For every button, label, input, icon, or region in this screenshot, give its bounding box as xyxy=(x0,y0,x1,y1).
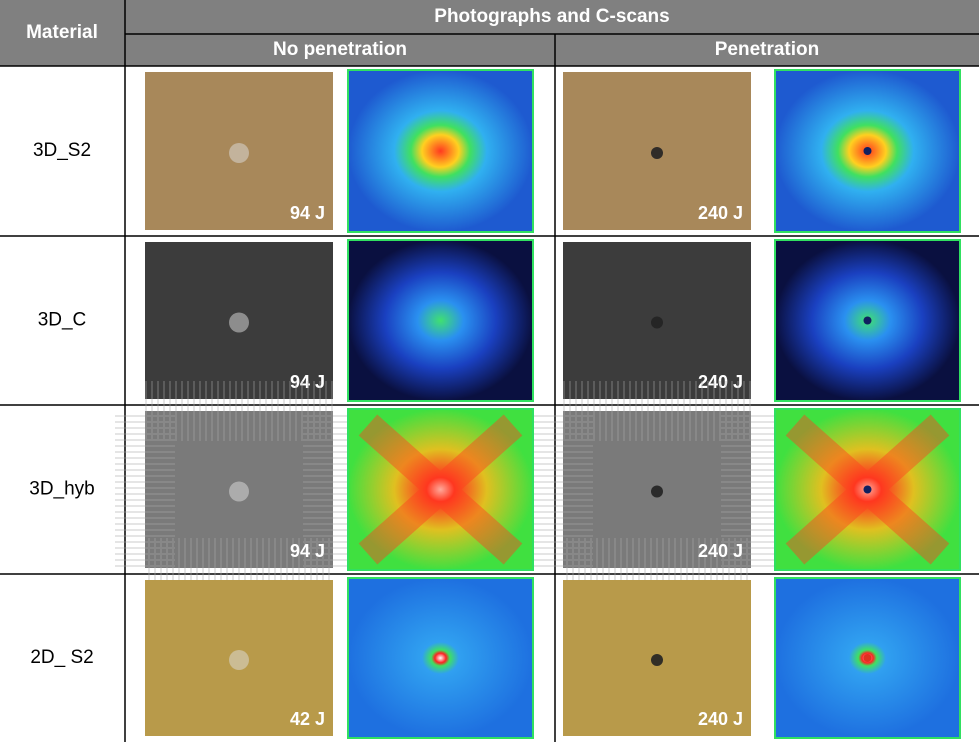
impact-mark xyxy=(229,313,249,333)
impact-mark xyxy=(229,650,249,670)
material-label: 3D_hyb xyxy=(29,479,95,500)
penetration-hole xyxy=(864,317,872,325)
material-header: Material xyxy=(26,22,98,43)
penetration-hole xyxy=(864,654,872,662)
no-penetration-header: No penetration xyxy=(273,39,407,60)
header-title: Photographs and C-scans xyxy=(434,6,669,27)
impact-energy: 240 J xyxy=(698,541,743,561)
impact-energy: 240 J xyxy=(698,709,743,729)
penetration-header: Penetration xyxy=(715,39,820,60)
material-label: 3D_S2 xyxy=(33,140,91,161)
penetration-hole xyxy=(864,147,872,155)
impact-mark xyxy=(229,143,249,163)
impact-energy: 240 J xyxy=(698,203,743,223)
c-scan xyxy=(348,240,533,401)
material-label: 3D_C xyxy=(38,310,87,331)
page: Material Photographs and C-scans No pene… xyxy=(0,0,979,742)
table-figure: Material Photographs and C-scans No pene… xyxy=(0,0,979,742)
impact-mark xyxy=(229,482,249,502)
material-label: 2D_ S2 xyxy=(30,647,93,668)
impact-energy: 94 J xyxy=(290,541,325,561)
impact-mark xyxy=(651,486,663,498)
impact-energy: 42 J xyxy=(290,709,325,729)
impact-energy: 94 J xyxy=(290,203,325,223)
penetration-hole xyxy=(864,486,872,494)
impact-mark xyxy=(651,317,663,329)
impact-mark xyxy=(651,654,663,666)
impact-mark xyxy=(651,147,663,159)
c-scan xyxy=(348,70,533,232)
c-scan xyxy=(348,578,533,738)
